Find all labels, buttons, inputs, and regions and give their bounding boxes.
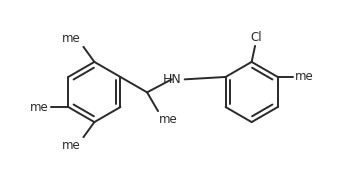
Text: HN: HN [162,73,181,86]
Text: me: me [295,70,313,84]
Text: me: me [62,32,81,45]
Text: me: me [30,100,48,114]
Text: Cl: Cl [250,31,262,43]
Text: me: me [62,139,81,152]
Text: me: me [159,113,178,126]
